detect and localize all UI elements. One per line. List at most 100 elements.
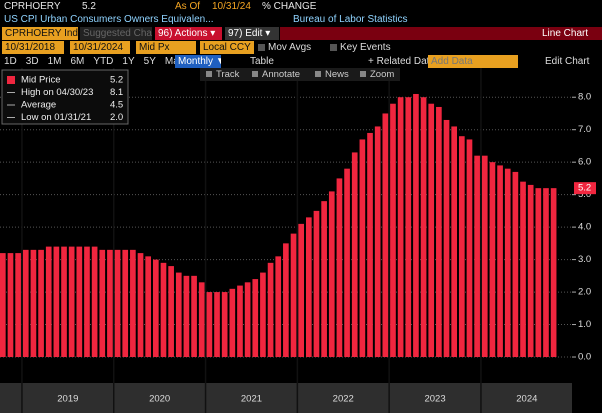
add-data-input[interactable]: Add Data	[428, 55, 518, 68]
bar	[160, 262, 167, 358]
bar	[344, 168, 350, 358]
legend-value: 8.1	[110, 87, 123, 98]
range-button[interactable]: Max	[165, 56, 184, 67]
chart-type[interactable]: Line Chart	[542, 28, 589, 39]
y-tick-label: 1.0	[578, 319, 591, 330]
bar	[152, 259, 159, 358]
x-tick-label: 2024	[516, 394, 537, 405]
bar	[175, 272, 182, 358]
tool-icon	[206, 71, 212, 77]
price-field[interactable]: Mid Px	[136, 41, 196, 54]
x-tick-label: 2023	[424, 394, 445, 405]
range-button[interactable]: 1D	[4, 56, 17, 67]
bar	[275, 256, 282, 358]
bar	[237, 285, 243, 358]
bar	[489, 162, 496, 358]
ticker: CPRHOERY	[4, 1, 61, 12]
related-data[interactable]: + Related Dat.	[368, 56, 433, 67]
suggested-charts[interactable]: Suggested Charts »	[80, 27, 152, 40]
bar	[351, 152, 358, 358]
bar	[61, 246, 67, 358]
bar	[328, 191, 335, 358]
source: Bureau of Labor Statistics	[293, 14, 408, 25]
bar	[436, 106, 442, 358]
bar	[283, 243, 289, 358]
bar	[374, 126, 381, 358]
actions-button[interactable]: 96) Actions ▾	[155, 27, 222, 40]
x-axis-band	[0, 383, 572, 413]
end-date[interactable]: 10/31/2024	[70, 41, 130, 54]
last-value: 5.2	[82, 1, 96, 12]
security-input[interactable]: CPRHOERY Index	[2, 27, 78, 40]
legend-swatch	[7, 76, 15, 84]
chart: 0.0 1.0 2.0 3.0 4.0 5.0 6.0 7.0 8.0 2019 2020 2021 2…	[0, 68, 596, 413]
bar	[535, 188, 542, 358]
bar	[38, 249, 44, 358]
bar	[107, 249, 113, 358]
x-tick-label: 2022	[333, 394, 354, 405]
range-button[interactable]: 5Y	[143, 56, 156, 67]
bar	[397, 97, 404, 358]
bar	[390, 103, 396, 358]
bar	[91, 246, 98, 358]
start-date[interactable]: 10/31/2018	[2, 41, 64, 54]
last-value-label: 5.2	[578, 183, 591, 194]
frequency[interactable]: Monthly ▼	[175, 55, 221, 68]
bar	[527, 184, 534, 358]
bar	[145, 256, 152, 358]
range-button[interactable]: 1Y	[122, 56, 135, 67]
bar	[405, 97, 412, 358]
legend-label: Low on 01/31/21	[21, 112, 91, 123]
range-button[interactable]: 1M	[47, 56, 62, 67]
table-button[interactable]: Table	[250, 56, 274, 67]
bar	[130, 249, 136, 358]
tool-button: Annotate	[262, 69, 300, 80]
bar	[7, 253, 14, 358]
x-tick-label: 2020	[149, 394, 170, 405]
range-button[interactable]: 6M	[70, 56, 85, 67]
x-tick-label: 2021	[241, 394, 262, 405]
range-button[interactable]: 3D	[25, 56, 39, 67]
mode: % CHANGE	[262, 1, 317, 12]
checkbox[interactable]	[330, 44, 337, 51]
bar	[99, 249, 106, 358]
tool-button: Zoom	[370, 69, 394, 80]
range-button[interactable]: YTD	[93, 56, 114, 67]
bar	[382, 113, 389, 358]
bar	[22, 249, 29, 358]
legend-value: 4.5	[110, 100, 123, 111]
bar	[451, 126, 458, 358]
tools-bar	[200, 68, 400, 81]
bar	[122, 249, 129, 358]
bar	[214, 292, 220, 358]
bar	[267, 262, 274, 358]
bar	[428, 103, 435, 358]
as-of-label: As Of	[175, 1, 201, 12]
y-tick-label: 6.0	[578, 157, 591, 168]
legend-label: High on 04/30/23	[21, 87, 93, 98]
checkbox[interactable]	[258, 44, 265, 51]
y-tick-label: 3.0	[578, 254, 591, 265]
last-value-tag	[574, 182, 596, 195]
bar	[76, 246, 83, 358]
bar	[30, 249, 37, 358]
bar	[206, 292, 213, 358]
bar	[244, 282, 251, 358]
bar	[458, 136, 465, 358]
edit-chart[interactable]: Edit Chart	[545, 56, 590, 67]
bar	[15, 253, 21, 358]
y-tick-label: 7.0	[578, 124, 591, 135]
tool-button: Track	[216, 69, 240, 80]
edit-button[interactable]: 97) Edit ▾	[225, 27, 279, 40]
currency[interactable]: Local CCY	[200, 41, 254, 54]
bar	[497, 165, 503, 358]
y-tick-label: 0.0	[578, 352, 591, 363]
bar	[474, 155, 480, 358]
bar	[260, 272, 266, 358]
key-events[interactable]: Key Events	[340, 42, 391, 53]
bar	[298, 223, 305, 358]
bar	[367, 132, 373, 358]
bar	[321, 201, 327, 358]
bar	[420, 97, 427, 358]
mov-avgs[interactable]: Mov Avgs	[268, 42, 312, 53]
